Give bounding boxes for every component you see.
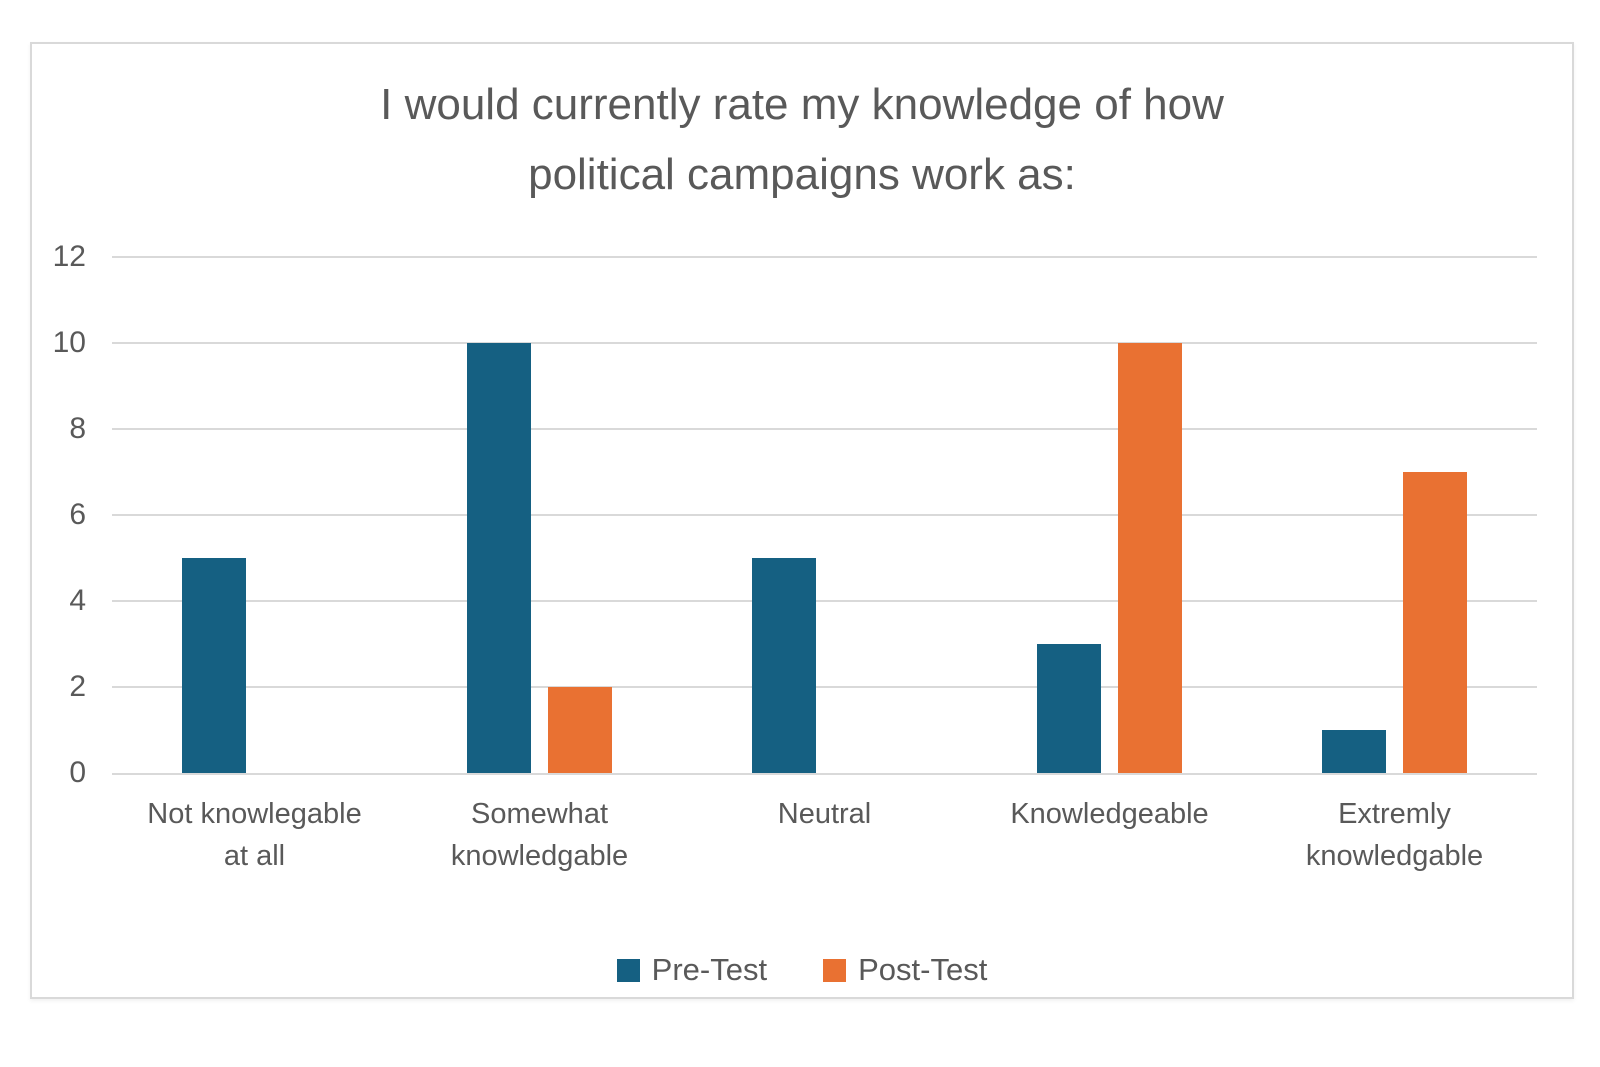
bar-post-test-category-2: [548, 687, 612, 773]
gridline-y-2: [112, 686, 1537, 688]
bar-pre-test-category-4: [1037, 644, 1101, 773]
gridline-y-12: [112, 256, 1537, 258]
x-tick-label-5: Extremly knowledgable: [1305, 798, 1484, 873]
gridline-y-10: [112, 342, 1537, 344]
legend-label-pre-test: Pre-Test: [651, 952, 768, 987]
y-tick-label-12: 12: [52, 240, 86, 273]
bar-pre-test-category-3: [752, 558, 816, 773]
bar-pre-test-category-2: [467, 343, 531, 773]
x-tick-label-4: Knowledgeable: [1010, 798, 1209, 830]
bar-post-test-category-4: [1118, 343, 1182, 773]
legend-label-post-test: Post-Test: [858, 952, 988, 987]
gridline-y-8: [112, 428, 1537, 430]
y-tick-label-6: 6: [69, 498, 86, 531]
chart-frame: I would currently rate my knowledge of h…: [30, 42, 1574, 999]
bar-pre-test-category-5: [1322, 730, 1386, 773]
gridline-y-6: [112, 514, 1537, 516]
chart-title: I would currently rate my knowledge of h…: [380, 80, 1224, 200]
x-tick-label-3: Neutral: [777, 798, 872, 830]
legend-item-pre-test: Pre-Test: [616, 952, 768, 988]
legend-swatch-pre-test: [616, 958, 640, 982]
y-tick-label-4: 4: [69, 584, 86, 617]
bar-post-test-category-5: [1403, 472, 1467, 773]
bar-pre-test-category-1: [182, 558, 246, 773]
gridline-y-4: [112, 600, 1537, 602]
y-tick-label-8: 8: [69, 412, 86, 445]
y-tick-label-0: 0: [69, 756, 86, 789]
y-tick-label-2: 2: [69, 670, 86, 703]
x-tick-label-2: Somewhat knowledgable: [450, 798, 629, 873]
y-tick-label-10: 10: [52, 326, 86, 359]
legend-item-post-test: Post-Test: [823, 952, 987, 988]
legend: Pre-Test Post-Test: [32, 952, 1572, 988]
x-tick-label-1: Not knowlegable at all: [147, 798, 362, 873]
legend-swatch-post-test: [823, 958, 847, 982]
plot-area: [112, 256, 1537, 775]
